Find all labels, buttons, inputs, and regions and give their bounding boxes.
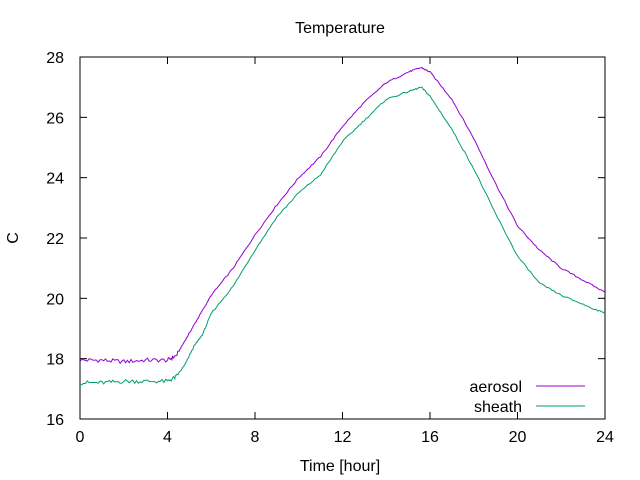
x-tick-label: 4 — [163, 429, 172, 446]
y-tick-label: 26 — [46, 110, 64, 127]
series-line-aerosol — [79, 67, 606, 365]
x-tick-label: 8 — [251, 429, 260, 446]
x-tick-label: 0 — [76, 429, 85, 446]
x-tick-label: 16 — [421, 429, 439, 446]
y-tick-label: 28 — [46, 50, 64, 67]
plot-frame — [79, 56, 606, 420]
chart-title: Temperature — [295, 20, 385, 37]
series-line-sheath — [79, 86, 606, 386]
x-tick-label: 20 — [509, 429, 527, 446]
legend-label-aerosol: aerosol — [470, 379, 522, 396]
x-tick-label: 24 — [596, 429, 614, 446]
axis-ticks: 0 4 8 12 16 20 24 16 18 20 22 24 26 28 — [46, 50, 614, 446]
legend: aerosol sheath — [470, 379, 585, 416]
legend-label-sheath: sheath — [474, 399, 522, 416]
x-tick-label: 12 — [334, 429, 352, 446]
y-tick-label: 22 — [46, 231, 64, 248]
y-tick-label: 20 — [46, 291, 64, 308]
series-lines — [79, 67, 606, 386]
y-tick-label: 16 — [46, 412, 64, 429]
y-axis-label: C — [5, 232, 22, 244]
y-tick-label: 18 — [46, 352, 64, 369]
x-axis-label: Time [hour] — [300, 458, 380, 475]
y-tick-label: 24 — [46, 171, 64, 188]
